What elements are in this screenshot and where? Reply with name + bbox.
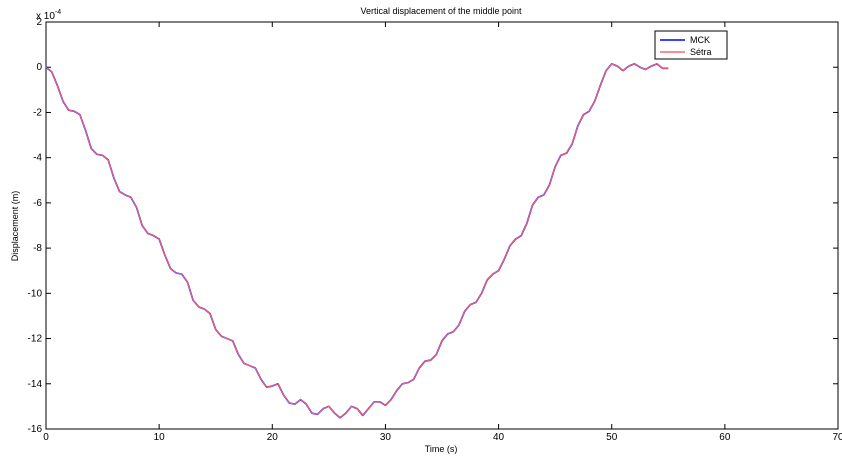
y-tick-label: 2 xyxy=(36,17,42,28)
legend-label-setra: Sétra xyxy=(690,47,712,57)
x-tick-label: 40 xyxy=(493,432,505,443)
x-tick-label: 20 xyxy=(267,432,279,443)
y-axis-scale-exponent: -4 xyxy=(55,9,61,16)
y-tick-label: -4 xyxy=(33,153,42,164)
legend-box xyxy=(654,30,728,60)
legend: MCK Sétra xyxy=(654,30,728,60)
legend-label-mck: MCK xyxy=(690,35,710,45)
plot-area xyxy=(45,21,839,430)
series-layer xyxy=(45,63,669,419)
x-tick-label: 70 xyxy=(832,432,842,443)
series-line-setra xyxy=(45,63,669,419)
y-tick-label: -12 xyxy=(28,334,43,345)
y-tick-label: -8 xyxy=(33,243,42,254)
y-tick-label: 0 xyxy=(36,62,42,73)
x-axis: 0 10 20 30 40 50 60 70 xyxy=(43,22,842,443)
x-tick-label: 0 xyxy=(43,432,49,443)
y-tick-label: -10 xyxy=(28,288,43,299)
y-tick-label: -16 xyxy=(28,424,43,435)
x-tick-label: 10 xyxy=(154,432,166,443)
y-axis-label: Displacement (m) xyxy=(10,191,20,262)
y-tick-label: -14 xyxy=(28,379,43,390)
x-tick-label: 30 xyxy=(380,432,392,443)
x-axis-label: Time (s) xyxy=(425,444,458,454)
y-tick-label: -2 xyxy=(33,107,42,118)
x-tick-label: 50 xyxy=(606,432,618,443)
chart-title: Vertical displacement of the middle poin… xyxy=(360,6,522,16)
y-axis-scale-factor: x 10-4 xyxy=(36,9,61,22)
y-axis-scale-base: x 10 xyxy=(36,11,55,22)
y-axis: 2 0 -2 -4 -6 -8 -10 -12 -14 -16 xyxy=(28,17,838,435)
y-tick-label: -6 xyxy=(33,198,42,209)
x-tick-label: 60 xyxy=(719,432,731,443)
